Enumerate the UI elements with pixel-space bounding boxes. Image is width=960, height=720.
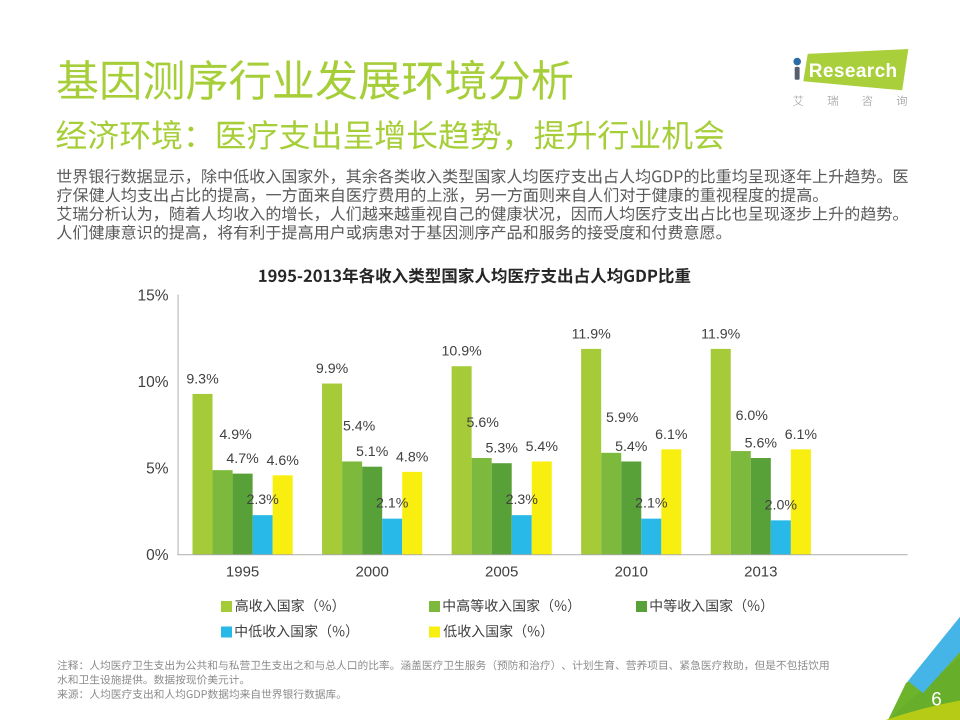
svg-text:15%: 15% — [137, 287, 168, 304]
svg-text:9.9%: 9.9% — [316, 361, 349, 377]
svg-text:5.4%: 5.4% — [615, 439, 648, 455]
svg-text:6: 6 — [931, 690, 942, 711]
svg-text:2.3%: 2.3% — [246, 492, 279, 508]
svg-text:1995: 1995 — [226, 564, 259, 581]
svg-text:5%: 5% — [146, 461, 169, 478]
svg-text:0%: 0% — [146, 547, 169, 564]
svg-text:2000: 2000 — [355, 564, 388, 581]
svg-text:2.0%: 2.0% — [765, 497, 798, 513]
svg-text:5.4%: 5.4% — [526, 439, 559, 455]
svg-text:6.1%: 6.1% — [655, 427, 688, 443]
svg-text:10.9%: 10.9% — [442, 344, 483, 360]
svg-text:10%: 10% — [137, 374, 168, 391]
svg-text:2.3%: 2.3% — [506, 492, 539, 508]
svg-text:5.9%: 5.9% — [606, 410, 639, 426]
svg-text:5.4%: 5.4% — [343, 418, 376, 434]
svg-text:11.9%: 11.9% — [572, 326, 612, 342]
svg-text:4.7%: 4.7% — [226, 451, 259, 467]
svg-text:6.1%: 6.1% — [785, 427, 818, 443]
svg-text:9.3%: 9.3% — [186, 371, 219, 387]
svg-text:6.0%: 6.0% — [736, 408, 769, 424]
svg-text:2013: 2013 — [744, 564, 777, 581]
svg-text:4.6%: 4.6% — [267, 453, 300, 469]
svg-text:5.6%: 5.6% — [466, 415, 499, 431]
svg-text:Research: Research — [809, 61, 898, 82]
svg-text:5.6%: 5.6% — [745, 436, 778, 452]
svg-text:11.9%: 11.9% — [701, 326, 741, 342]
svg-text:2.1%: 2.1% — [376, 496, 409, 512]
svg-text:2.1%: 2.1% — [635, 496, 668, 512]
svg-text:2010: 2010 — [615, 564, 648, 581]
svg-text:5.3%: 5.3% — [486, 441, 519, 457]
svg-text:2005: 2005 — [485, 564, 518, 581]
svg-text:4.9%: 4.9% — [219, 427, 252, 443]
svg-text:4.8%: 4.8% — [396, 449, 429, 465]
svg-text:5.1%: 5.1% — [356, 444, 389, 460]
